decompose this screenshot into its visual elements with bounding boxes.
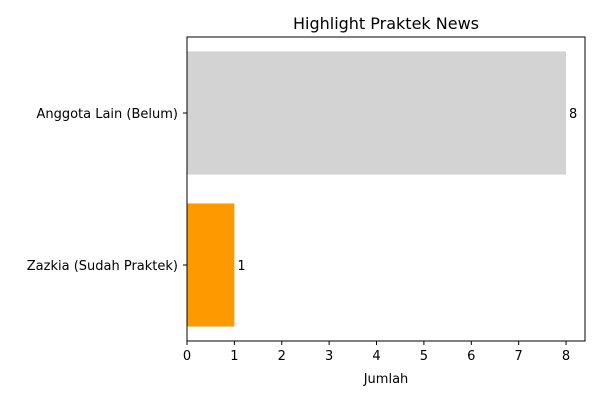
x-tick-label: 3: [325, 349, 333, 364]
x-tick-label: 1: [230, 349, 238, 364]
bar-value-label: 8: [569, 107, 577, 122]
x-axis: 0 1 2 3 4 5 6 7 8: [183, 341, 570, 364]
x-tick-label: 5: [420, 349, 428, 364]
x-tick-label: 6: [467, 349, 475, 364]
value-labels-layer: 18: [237, 107, 577, 274]
x-tick-label: 0: [183, 349, 191, 364]
y-tick-label: Zazkia (Sudah Praktek): [27, 259, 178, 274]
plot-frame: [186, 36, 586, 342]
bar-0: [187, 203, 235, 327]
bar-1: [187, 51, 567, 175]
bars-layer: [187, 51, 567, 327]
x-axis-label: Jumlah: [363, 372, 409, 387]
y-tick-label: Anggota Lain (Belum): [36, 107, 178, 122]
x-tick-label: 4: [372, 349, 380, 364]
x-tick-label: 8: [562, 349, 570, 364]
chart-title: Highlight Praktek News: [293, 14, 479, 33]
y-axis: Zazkia (Sudah Praktek) Anggota Lain (Belu…: [27, 107, 187, 274]
x-tick-label: 2: [278, 349, 286, 364]
x-tick-label: 7: [515, 349, 523, 364]
bar-value-label: 1: [237, 259, 245, 274]
